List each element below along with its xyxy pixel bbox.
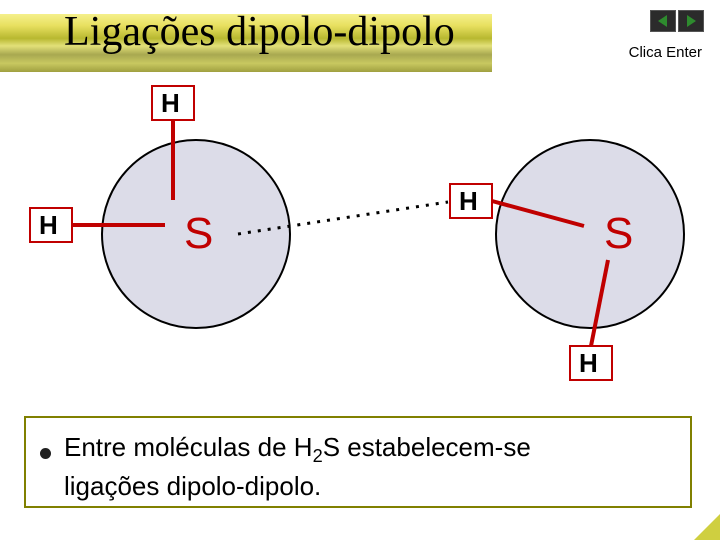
body-text-line2: ligações dipolo-dipolo.: [64, 471, 321, 501]
body-text-line1-prefix: Entre moléculas de H: [64, 432, 313, 462]
molecule-diagram: S H H S H H: [0, 84, 720, 384]
molecule1-h-top-label: H: [161, 88, 180, 118]
molecule2-sphere: [496, 140, 684, 328]
title-bar: Ligações dipolo-dipolo: [0, 0, 720, 72]
body-text-subscript: 2: [313, 446, 323, 466]
molecule1-h-left-label: H: [39, 210, 58, 240]
molecule2-h-left-label: H: [459, 186, 478, 216]
page-corner-icon: [694, 514, 720, 540]
hint-text: Clica Enter: [629, 44, 702, 61]
slide-title: Ligações dipolo-dipolo: [64, 8, 455, 56]
bullet-icon: [40, 448, 51, 459]
molecule2-s-label: S: [604, 209, 633, 258]
molecule1-s-label: S: [184, 209, 213, 258]
molecule2-h-bottom-label: H: [579, 348, 598, 378]
triangle-left-icon: [656, 14, 670, 28]
body-text-line1-mid: S estabelecem-se: [323, 432, 531, 462]
body-text: Entre moléculas de H2S estabelecem-se li…: [64, 430, 674, 504]
next-button[interactable]: [678, 10, 704, 32]
nav-buttons: [650, 10, 704, 32]
triangle-right-icon: [684, 14, 698, 28]
prev-button[interactable]: [650, 10, 676, 32]
